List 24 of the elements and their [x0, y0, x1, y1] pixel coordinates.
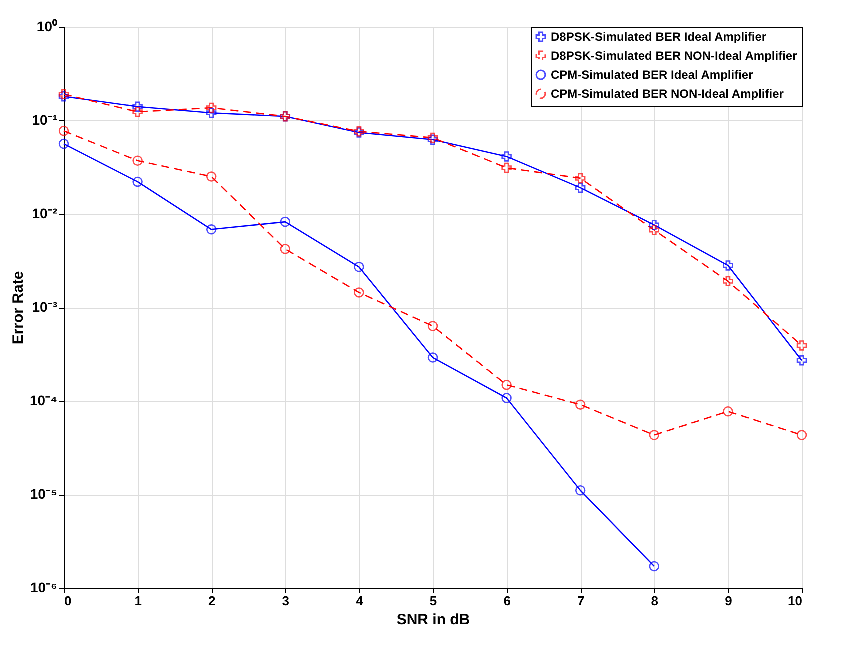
- y-axis-title: Error Rate: [10, 271, 28, 345]
- y-tick-label: 10⁰: [36, 18, 58, 34]
- x-tick-label: 7: [577, 594, 585, 608]
- legend-label: CPM-Simulated BER Ideal Amplifier: [551, 68, 754, 82]
- y-tick-label: 10⁻⁶: [30, 580, 58, 596]
- y-tick-label: 10⁻¹: [32, 112, 58, 128]
- x-tick-label: 1: [134, 594, 142, 608]
- y-tick-label: 10⁻²: [32, 206, 58, 222]
- y-tick-label: 10⁻³: [32, 299, 58, 315]
- x-tick-label: 10: [788, 594, 802, 608]
- x-tick-label: 6: [504, 594, 511, 608]
- x-tick-label: 9: [725, 594, 732, 608]
- x-tick-label: 2: [208, 594, 216, 608]
- x-tick-label: 3: [282, 594, 290, 608]
- y-tick-label: 10⁻⁴: [30, 392, 58, 408]
- legend-label: D8PSK-Simulated BER Ideal Amplifier: [551, 30, 767, 44]
- x-tick-label: 4: [356, 594, 364, 608]
- y-tick-label: 10⁻⁵: [30, 486, 58, 502]
- legend-label: D8PSK-Simulated BER NON-Ideal Amplifier: [551, 49, 798, 63]
- x-tick-label: 0: [64, 594, 72, 608]
- x-tick-label: 5: [430, 594, 438, 608]
- x-tick-label: 8: [651, 594, 659, 608]
- legend-label: CPM-Simulated BER NON-Ideal Amplifier: [551, 87, 784, 101]
- x-axis-title: SNR in dB: [396, 612, 470, 628]
